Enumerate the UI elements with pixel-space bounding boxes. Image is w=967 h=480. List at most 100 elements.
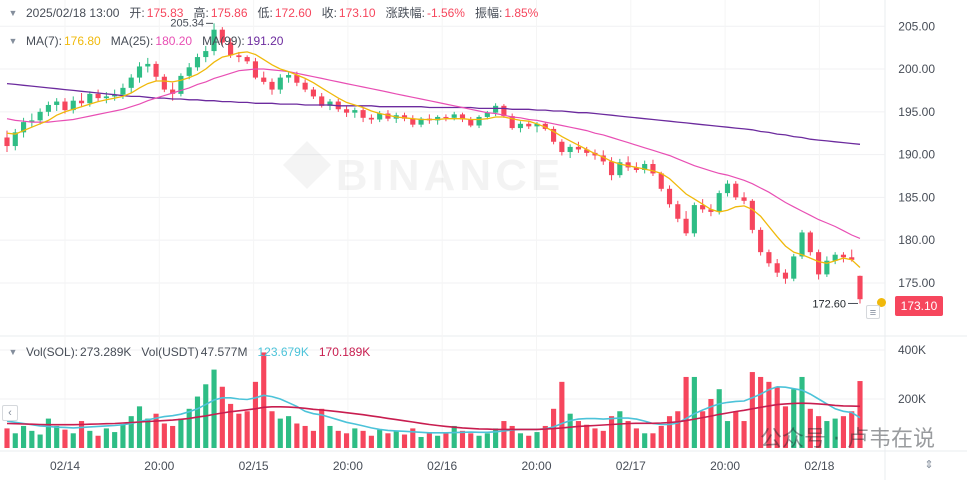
ma99-value: 191.20 — [246, 34, 284, 48]
candle-body — [70, 100, 76, 111]
volume-bar — [343, 433, 350, 448]
ma7-value: 176.80 — [64, 34, 101, 48]
volume-bar — [29, 430, 35, 448]
pane-settings-icon[interactable]: ⇕ — [924, 459, 934, 471]
volume-bar — [54, 425, 60, 448]
change-value: -1.56% — [426, 5, 465, 20]
volume-bar — [575, 421, 581, 448]
time-tick-label: 20:00 — [710, 459, 740, 473]
volume-bar — [600, 430, 606, 448]
candle-body — [501, 105, 507, 117]
volume-bar — [708, 399, 714, 448]
candle-body — [377, 113, 383, 120]
volume-bar — [37, 434, 43, 448]
candle-body — [54, 101, 60, 105]
ma-legend: ▼ MA(7): 176.80 MA(25): 180.20 MA(99): 191.… — [8, 34, 293, 48]
volume-bar — [774, 386, 780, 448]
ma99-line — [6, 82, 861, 145]
candle-body — [20, 122, 27, 133]
volume-bar — [219, 386, 225, 448]
volume-bar — [335, 430, 341, 448]
candle-body — [153, 63, 159, 77]
volume-bar — [12, 433, 18, 448]
vol-sol-value: 273.289K — [80, 345, 132, 359]
time-tick-label: 02/15 — [239, 459, 269, 473]
candle-body — [741, 197, 747, 201]
ma25-value: 180.20 — [155, 34, 193, 48]
candle-body — [807, 232, 813, 253]
vol-ma2-value: 170.189K — [318, 345, 371, 359]
volume-bar — [294, 423, 300, 448]
volume-bar — [62, 429, 68, 448]
volume-bar — [435, 435, 441, 448]
high-value: 175.86 — [210, 5, 248, 20]
candle-body — [203, 51, 209, 58]
collapse-chevron-icon[interactable]: ▼ — [8, 36, 18, 46]
volume-bar — [683, 376, 689, 448]
candle-body — [857, 275, 863, 300]
volume-bar — [650, 433, 656, 448]
candle-body — [310, 89, 316, 97]
collapse-chevron-icon[interactable]: ▼ — [8, 7, 18, 18]
volume-bar — [112, 432, 118, 448]
volume-bar — [592, 428, 598, 448]
candle-body — [600, 155, 606, 162]
volume-bar — [741, 421, 747, 448]
collapse-chevron-icon[interactable]: ▼ — [8, 347, 18, 357]
price-tick-label: 180.00 — [898, 233, 935, 247]
volume-bar — [816, 416, 822, 448]
candle-body — [584, 149, 590, 153]
order-book-icon[interactable]: ≡ — [866, 305, 880, 319]
candle-body — [608, 161, 615, 176]
volume-bar — [509, 425, 515, 448]
volume-bar — [716, 389, 722, 448]
volume-bar — [824, 421, 830, 448]
candle-body — [170, 89, 176, 94]
volume-bar — [559, 381, 565, 448]
volume-bar — [476, 435, 482, 448]
binance-logo-watermark — [282, 140, 332, 190]
volume-bar — [534, 432, 540, 448]
candle-body — [269, 81, 275, 90]
volume-bar — [501, 421, 507, 448]
candle-body — [343, 109, 350, 113]
time-tick-label: 20:00 — [521, 459, 551, 473]
candle-body — [766, 252, 772, 264]
live-price-dot — [877, 298, 886, 307]
volume-bar — [269, 411, 275, 448]
candle-body — [675, 204, 681, 219]
candle-body — [136, 66, 143, 78]
candle-body — [824, 260, 830, 275]
candle-body — [832, 254, 838, 261]
candle-body — [228, 42, 234, 56]
candle-body — [658, 173, 664, 189]
volume-bar — [393, 430, 399, 448]
volume-bar — [360, 430, 366, 448]
volume-bar — [78, 421, 85, 448]
candle-body — [683, 218, 689, 234]
candle-body — [368, 117, 374, 120]
close-label: 收: — [321, 6, 337, 20]
candle-body — [45, 104, 51, 112]
candle-body — [782, 272, 789, 279]
candle-body — [509, 116, 515, 129]
volume-legend: ▼ Vol(SOL): 273.289K Vol(USDT) 47.577M 123… — [8, 345, 380, 359]
volume-bar — [625, 421, 631, 448]
pane-scroll-left-icon[interactable]: ‹ — [2, 405, 18, 421]
volume-bar — [799, 376, 805, 448]
time-tick-label: 20:00 — [144, 459, 174, 473]
amplitude-label: 振幅: — [474, 6, 503, 20]
volume-bar — [807, 408, 813, 448]
open-label: 开: — [129, 6, 145, 20]
price-tick-label: 185.00 — [898, 190, 935, 204]
volume-bar — [368, 435, 374, 448]
candle-body — [194, 57, 201, 68]
ma25-label: MA(25): — [110, 34, 154, 48]
candle-body — [459, 114, 466, 120]
change-label: 涨跌幅: — [385, 6, 425, 20]
volume-bar — [170, 425, 176, 448]
candle-body — [476, 116, 482, 126]
volume-bar — [832, 418, 838, 448]
candle-body — [526, 123, 532, 127]
